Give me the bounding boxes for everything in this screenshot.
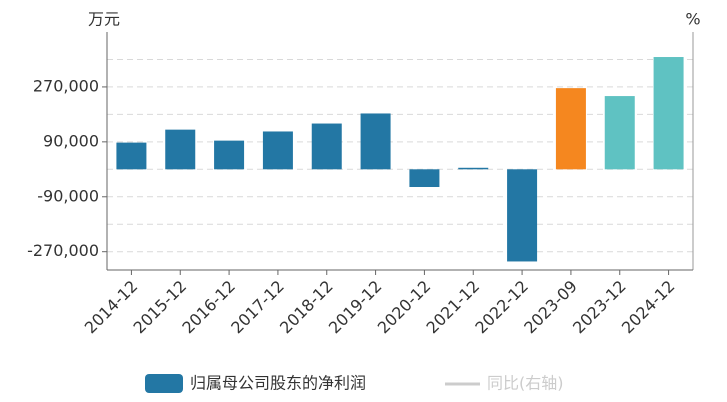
- bar: [165, 129, 196, 170]
- x-tick-label: 2015-12: [130, 277, 191, 338]
- bar: [458, 167, 489, 170]
- bar: [116, 142, 147, 170]
- y2-axis-label: %: [685, 10, 700, 29]
- x-tick-label: 2022-12: [471, 277, 532, 338]
- x-tick-label: 2023-09: [520, 277, 581, 338]
- x-tick-label: 2023-12: [569, 277, 630, 338]
- x-tick-label: 2018-12: [276, 277, 337, 338]
- x-tick-label: 2017-12: [227, 277, 288, 338]
- bar: [311, 123, 342, 170]
- x-tick-label: 2021-12: [423, 277, 484, 338]
- y-tick-label: -270,000: [27, 241, 99, 260]
- y-axis-label: 万元: [88, 10, 120, 29]
- bar: [555, 88, 586, 170]
- y-tick-label: -90,000: [37, 186, 99, 205]
- legend-label: 归属母公司股东的净利润: [190, 374, 366, 393]
- y-tick-label: 270,000: [33, 76, 99, 95]
- x-tick-label: 2019-12: [325, 277, 386, 338]
- bar: [409, 169, 440, 188]
- legend-label: 同比(右轴): [487, 374, 564, 393]
- bar: [360, 113, 391, 170]
- bar: [214, 140, 245, 170]
- legend-swatch: [145, 374, 183, 393]
- x-tick-label: 2014-12: [81, 277, 142, 338]
- bar: [604, 96, 635, 170]
- x-tick-label: 2024-12: [618, 277, 679, 338]
- bar: [507, 169, 538, 262]
- y-tick-label: 90,000: [43, 131, 99, 150]
- bar: [262, 131, 293, 170]
- x-tick-label: 2016-12: [178, 277, 239, 338]
- x-tick-label: 2020-12: [374, 277, 435, 338]
- bar: [653, 57, 684, 170]
